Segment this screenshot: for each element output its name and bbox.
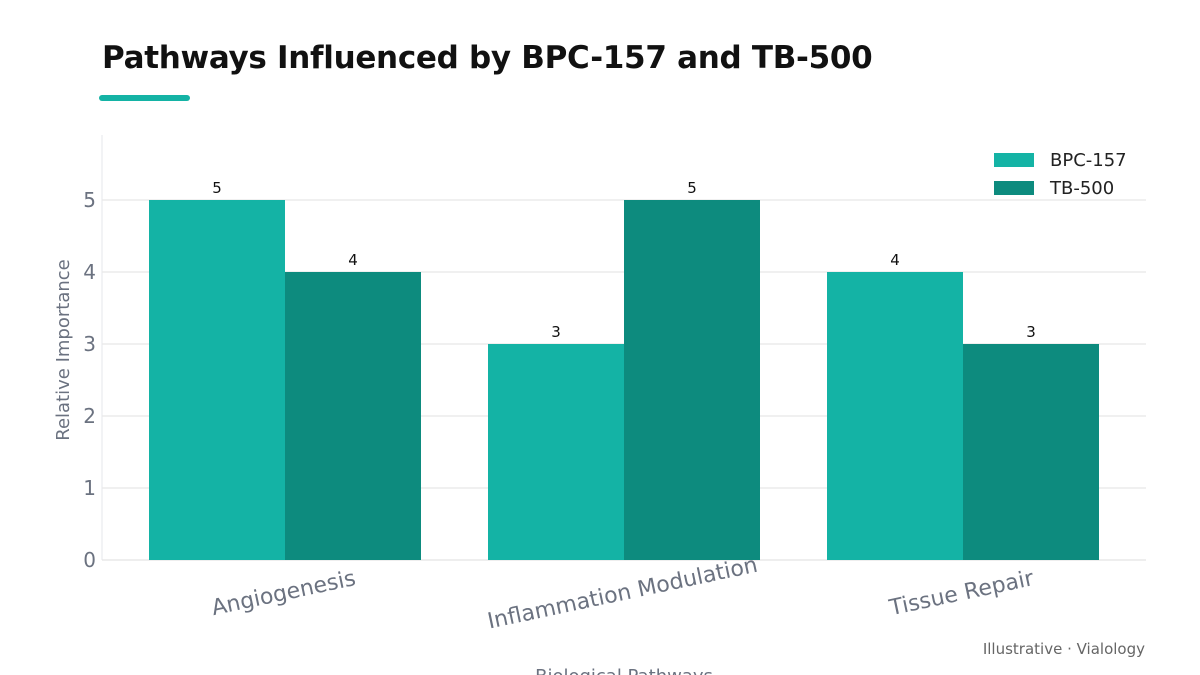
y-tick-label: 0 [83,548,96,572]
x-tick-label: Tissue Repair [886,566,1037,621]
legend-label: BPC-157 [1050,150,1127,171]
data-label: 4 [348,251,358,269]
x-tick-label: Angiogenesis [209,566,358,621]
footer-credit: Illustrative · Vialology [982,640,1145,658]
y-tick-label: 3 [83,332,96,356]
bars [149,200,1099,560]
bar [624,200,760,560]
bar [149,200,285,560]
bar [963,344,1099,560]
bar [827,272,963,560]
x-axis-title: Biological Pathways [535,666,713,675]
data-label: 3 [551,323,561,341]
bar [488,344,624,560]
x-axis-ticks: Angiogenesis Inflammation Modulation Tissu… [209,553,1037,635]
data-label: 5 [687,179,697,197]
y-axis-title: Relative Importance [53,259,74,440]
y-tick-label: 4 [83,260,96,284]
legend-label: TB-500 [1049,178,1114,199]
title-underline [99,95,190,101]
data-labels: 5 4 3 5 4 3 [212,179,1036,341]
y-tick-label: 1 [83,476,96,500]
x-tick-label: Inflammation Modulation [485,553,760,635]
legend-swatch [994,153,1034,167]
data-label: 5 [212,179,222,197]
bar [285,272,421,560]
data-label: 3 [1026,323,1036,341]
y-tick-label: 5 [83,188,96,212]
y-axis-ticks: 0 1 2 3 4 5 [83,188,96,572]
legend-swatch [994,181,1034,195]
data-label: 4 [890,251,900,269]
chart-title: Pathways Influenced by BPC-157 and TB-50… [102,40,873,76]
legend: BPC-157 TB-500 [994,150,1127,199]
y-tick-label: 2 [83,404,96,428]
